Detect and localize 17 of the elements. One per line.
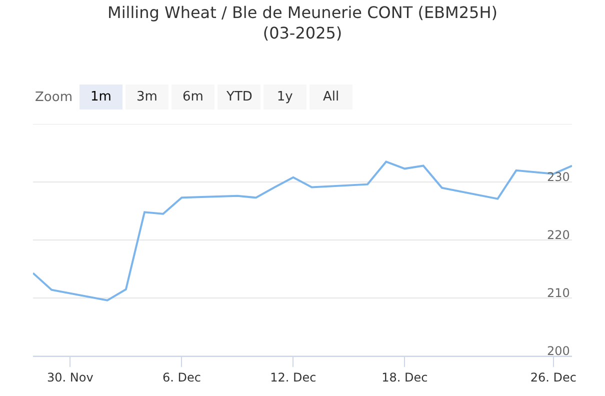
x-tick-label: 18. Dec [382,370,428,384]
x-tick-label: 12. Dec [270,370,316,384]
y-tick-label: 230 [547,170,570,184]
x-tick-label: 6. Dec [162,370,201,384]
text: 1y [276,90,294,104]
chart-title: Milling Wheat / Ble de Meunerie CONT (EBM25H) (03-2025) [108,2,498,43]
text: YTD [226,90,252,104]
y-tick-label: 210 [547,286,570,300]
x-tick-label: 26. Dec [530,370,576,384]
x-tick-label: 30. Nov [47,370,94,384]
text: All [322,90,340,104]
text: 1m [90,90,112,104]
text: 6m [182,90,204,104]
text: Zoom [35,90,72,105]
text: 3m [136,90,158,104]
y-tick-label: 200 [547,344,570,358]
y-tick-label: 220 [547,228,570,242]
